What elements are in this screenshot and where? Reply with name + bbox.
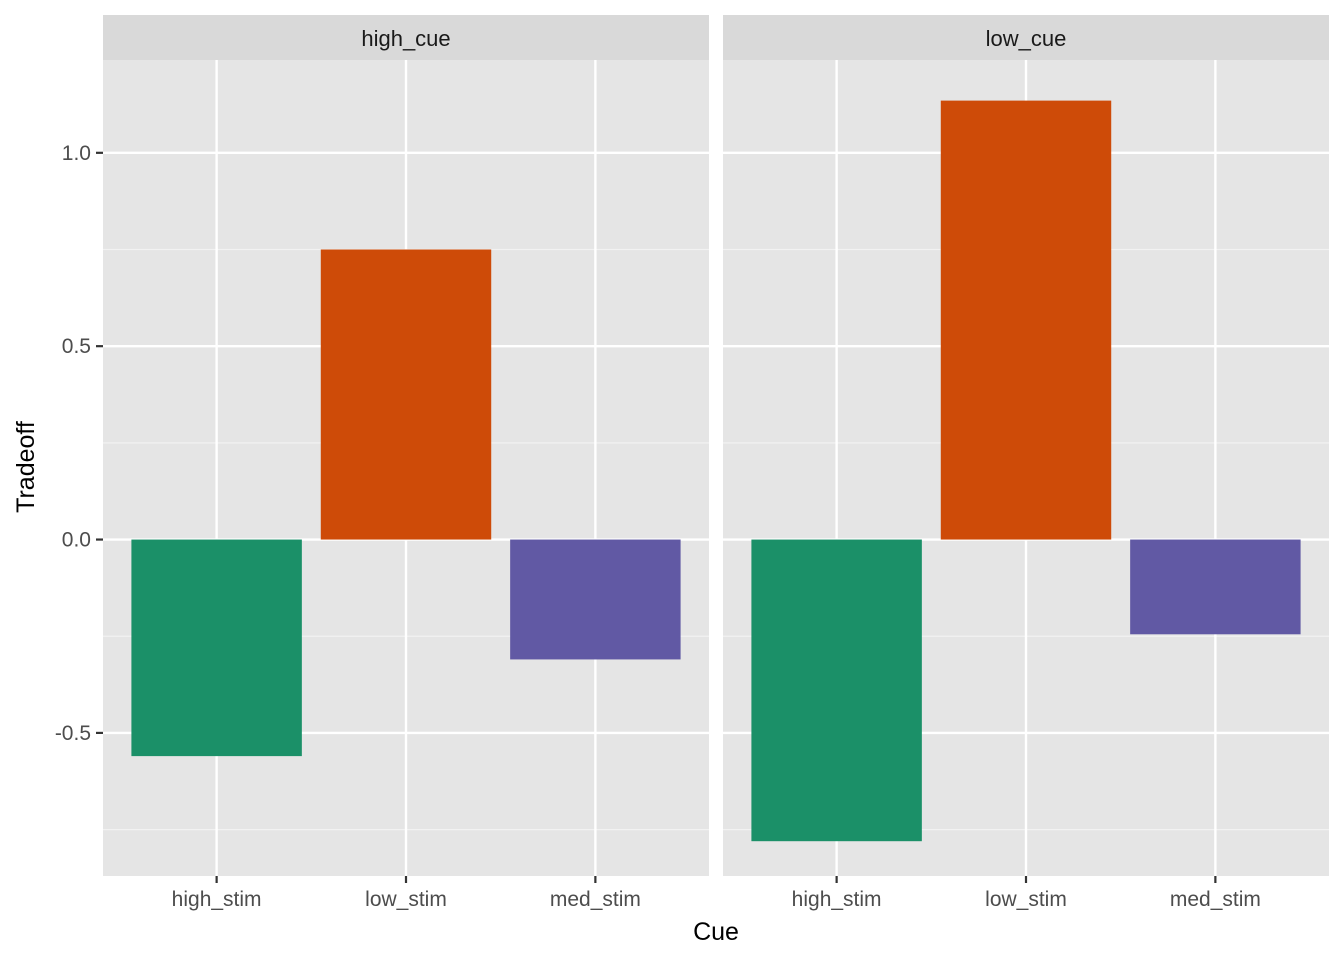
facet-panel-high_cue: high_stim low_stim med_stim high_cue — [103, 15, 709, 911]
bar-low_cue-high_stim — [751, 539, 922, 842]
x-tick-label: med_stim — [550, 888, 641, 911]
x-tick-label: high_stim — [792, 888, 882, 911]
x-tick-label: high_stim — [172, 888, 262, 911]
x-tick-label: low_stim — [985, 888, 1067, 911]
facet-strip — [103, 15, 709, 60]
facet-panel-low_cue: high_stim low_stim med_stim low_cue — [723, 15, 1329, 911]
bar-high_cue-med_stim — [510, 539, 681, 660]
y-tick-label: 0.0 — [62, 529, 91, 552]
bar-low_cue-low_stim — [940, 100, 1112, 540]
x-tick-label: low_stim — [365, 888, 447, 911]
facet-strip — [723, 15, 1329, 60]
bar-high_cue-high_stim — [131, 539, 302, 757]
x-tick-label: med_stim — [1170, 888, 1261, 911]
facet-strip-label: low_cue — [986, 26, 1067, 51]
y-tick-label: 1.0 — [62, 142, 91, 165]
facet-strip-label: high_cue — [361, 26, 450, 51]
y-tick-label: -0.5 — [55, 722, 91, 745]
bar-high_cue-low_stim — [320, 249, 492, 540]
y-tick-label: 0.5 — [62, 335, 91, 358]
bar-low_cue-med_stim — [1130, 539, 1301, 635]
y-axis-title: Tradeoff — [12, 421, 40, 513]
x-axis-title: Cue — [693, 918, 739, 946]
